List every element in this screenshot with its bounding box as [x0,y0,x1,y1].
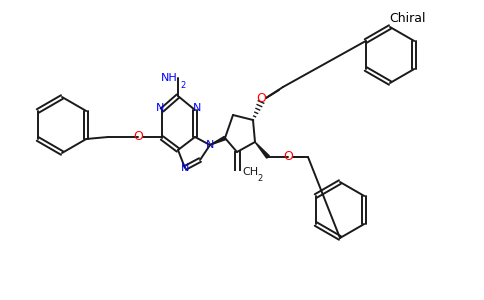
Text: N: N [156,103,164,113]
Text: N: N [206,140,214,150]
Text: O: O [133,130,143,143]
Text: CH: CH [242,167,258,177]
Text: Chiral: Chiral [390,12,426,25]
Text: 2: 2 [257,174,262,183]
Text: 2: 2 [180,81,185,90]
Text: O: O [256,92,266,104]
Text: O: O [283,151,293,164]
Polygon shape [210,136,226,145]
Polygon shape [255,142,269,158]
Text: N: N [181,163,189,173]
Text: N: N [193,103,201,113]
Text: NH: NH [161,73,178,83]
